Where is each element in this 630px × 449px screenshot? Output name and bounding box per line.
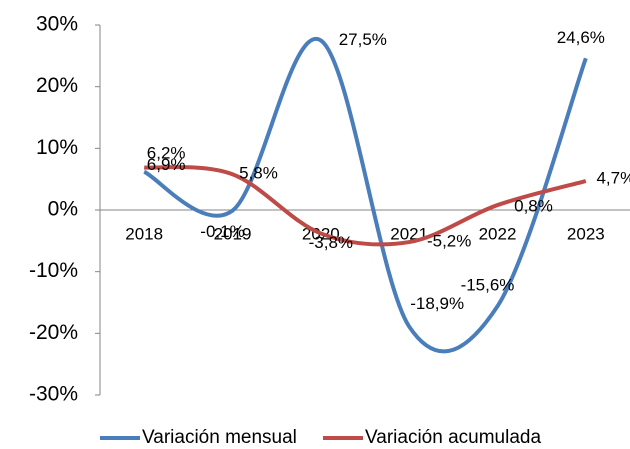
y-tick-label: -20% <box>29 321 78 344</box>
line-series <box>144 165 587 247</box>
data-label: -0,1% <box>200 222 244 241</box>
legend-label: Variación acumulada <box>365 427 541 448</box>
data-label: 4,7% <box>596 169 630 188</box>
data-label: -15,6% <box>461 276 515 295</box>
y-tick-label: 0% <box>48 198 78 221</box>
data-label: 6,2% <box>147 143 186 162</box>
line-series <box>143 36 588 354</box>
data-label: -5,2% <box>427 232 471 251</box>
x-tick-label: 2023 <box>567 224 605 243</box>
data-label: 24,6% <box>557 28 605 47</box>
data-label: 6,9% <box>147 155 186 174</box>
y-tick-label: -30% <box>29 383 78 406</box>
x-tick-label: 2019 <box>214 224 252 243</box>
y-tick-label: 20% <box>36 74 78 97</box>
data-label: -3,8% <box>309 233 353 252</box>
data-label: 5,8% <box>239 164 278 183</box>
data-label: 27,5% <box>339 30 387 49</box>
x-tick-label: 2022 <box>479 224 517 243</box>
y-tick-label: 10% <box>36 136 78 159</box>
x-tick-label: 2018 <box>125 224 163 243</box>
y-tick-label: -10% <box>29 259 78 282</box>
data-label: 0,8% <box>514 197 553 216</box>
y-tick-label: 30% <box>36 13 78 36</box>
data-label: -18,9% <box>410 294 464 313</box>
legend-label: Variación mensual <box>142 427 297 448</box>
